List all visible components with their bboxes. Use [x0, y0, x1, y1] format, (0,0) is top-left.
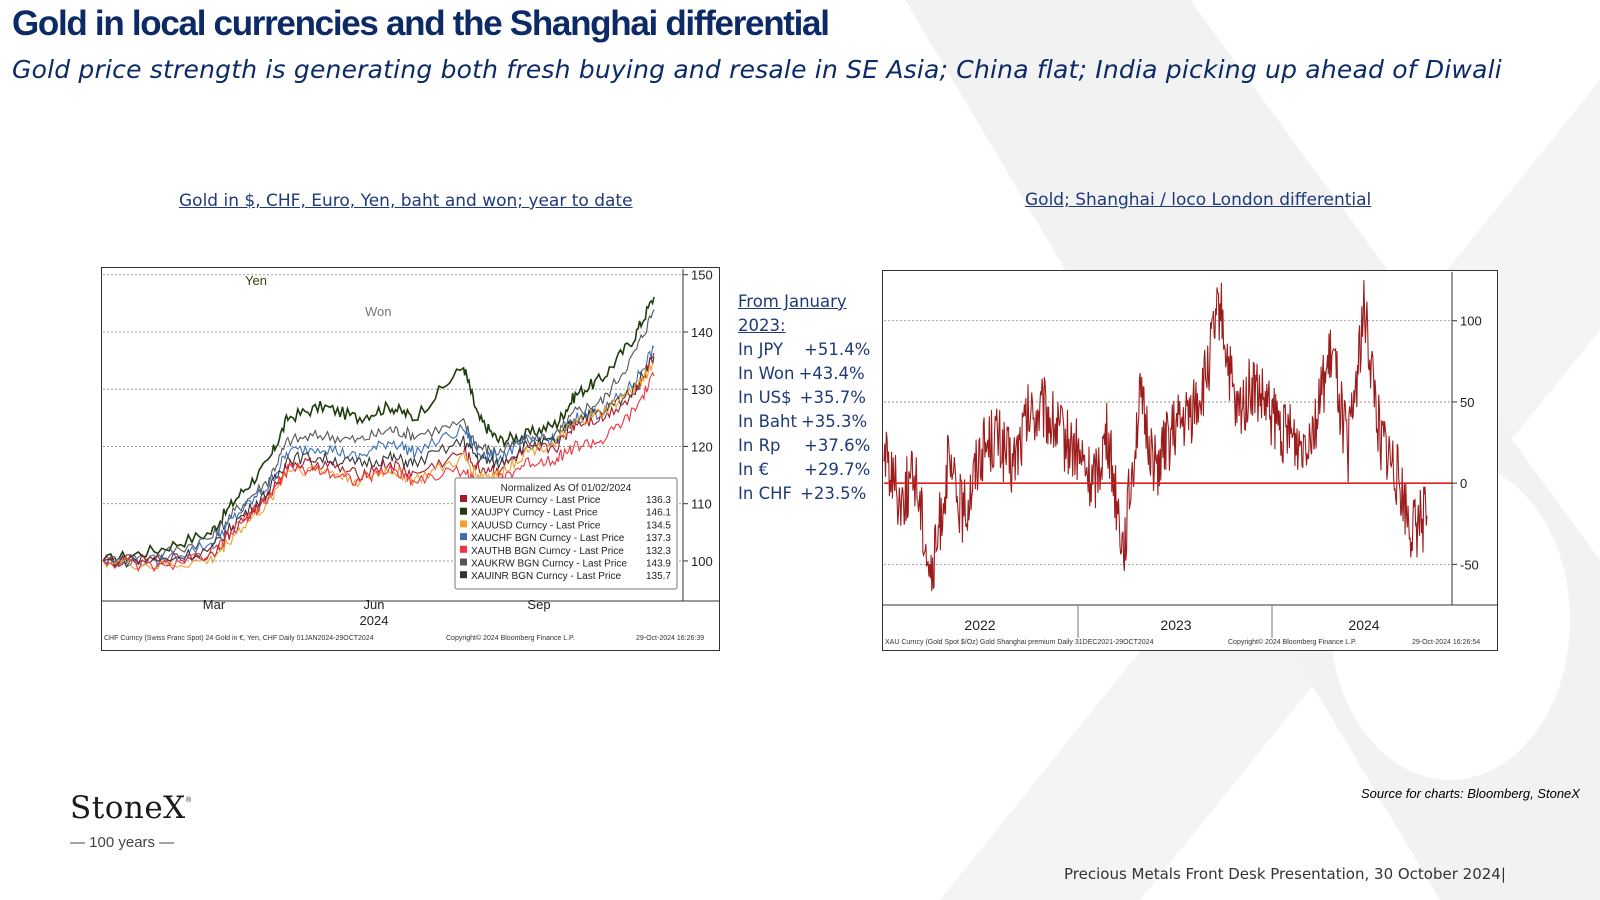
- chart-frame: [882, 270, 1498, 651]
- y-tick-label: 130: [691, 382, 713, 397]
- chart-footer-timestamp: 29-Oct-2024 16:26:39: [636, 635, 704, 642]
- series-line-xauthb: [102, 371, 655, 573]
- legend-entry-name: XAUINR BGN Curncy - Last Price: [471, 571, 621, 582]
- y-tick-label: -50: [1460, 557, 1479, 572]
- y-tick-label: 120: [691, 439, 713, 454]
- legend-entry-value: 136.3: [646, 495, 671, 506]
- presentation-footer: Precious Metals Front Desk Presentation,…: [1064, 865, 1506, 883]
- y-tick-label: 0: [1460, 476, 1467, 491]
- y-tick-label: 100: [691, 554, 713, 569]
- series-line-xauinr: [102, 356, 655, 569]
- chart-source: Source for charts: Bloomberg, StoneX: [1361, 786, 1580, 801]
- legend-entry-name: XAUJPY Curncy - Last Price: [471, 508, 598, 519]
- stat-value: +29.7%: [804, 460, 871, 479]
- stat-label: In €: [738, 460, 770, 479]
- legend-swatch: [460, 495, 467, 502]
- legend-swatch: [460, 520, 467, 528]
- shanghai-premium-chart: -50 0 50 100 2022 2023 2024 XAU Curncy (Gol…: [882, 270, 1498, 651]
- stats-header-line1: From January: [738, 292, 847, 311]
- legend-entry-value: 132.3: [646, 546, 671, 557]
- stat-label: In JPY: [738, 340, 784, 359]
- x-tick-label: 2024: [1348, 617, 1379, 633]
- legend-swatch: [460, 545, 467, 553]
- legend-swatch: [460, 507, 467, 515]
- legend-entry-value: 134.5: [646, 520, 671, 531]
- stonex-logo-tagline: — 100 years —: [70, 834, 175, 851]
- chart-footer-copyright: Copyright© 2024 Bloomberg Finance L.P.: [1228, 638, 1357, 646]
- x-tick-label: 2022: [964, 617, 995, 633]
- legend-entry-name: XAUTHB BGN Curncy - Last Price: [471, 546, 624, 557]
- legend-entry-value: 137.3: [646, 533, 671, 544]
- legend-entry-name: XAUKRW BGN Curncy - Last Price: [471, 559, 627, 570]
- stats-header-line2: 2023:: [738, 316, 786, 335]
- legend-entry-name: XAUUSD Curncy - Last Price: [471, 520, 601, 531]
- performance-stats: From January 2023: In JPY +51.4% In Won +4…: [738, 290, 870, 506]
- legend-title: Normalized As Of 01/02/2024: [501, 483, 632, 494]
- chart-footer-desc: XAU Curncy (Gold Spot $/Oz) Gold Shangha…: [885, 639, 1154, 646]
- x-tick-label: Mar: [203, 597, 226, 612]
- legend-entry-value: 143.9: [646, 559, 671, 570]
- left-chart-title: Gold in $, CHF, Euro, Yen, baht and won;…: [179, 191, 633, 211]
- x-tick-label: Sep: [527, 597, 550, 612]
- stonex-logo: StoneX: [70, 790, 186, 826]
- chart-legend: Normalized As Of 01/02/2024 XAUEUR Curnc…: [454, 477, 678, 590]
- stat-value: +35.7%: [799, 388, 866, 407]
- series-line-xaujpy: [102, 296, 655, 566]
- annotation-won: Won: [365, 304, 392, 319]
- legend-entry-name: XAUEUR Curncy - Last Price: [471, 495, 601, 506]
- legend-entry-name: XAUCHF BGN Curncy - Last Price: [471, 533, 625, 544]
- annotation-yen: Yen: [245, 273, 267, 288]
- stat-value: +23.5%: [800, 484, 867, 503]
- stat-row: In Rp +37.6%: [738, 434, 870, 458]
- chart-footer-copyright: Copyright© 2024 Bloomberg Finance L.P.: [446, 634, 575, 642]
- stat-label: In Baht: [738, 412, 797, 431]
- series-line-xauusd: [102, 362, 655, 570]
- legend-swatch: [460, 533, 467, 541]
- stat-row: In US$ +35.7%: [738, 386, 870, 410]
- chart-footer-desc: CHF Curncy (Swiss Franc Spot) 24 Gold in…: [104, 635, 374, 642]
- slide-subtitle: Gold price strength is generating both f…: [12, 55, 1502, 84]
- series-line-shanghai-premium: [883, 280, 1428, 592]
- stat-value: +51.4%: [804, 340, 871, 359]
- x-tick-label: 2023: [1160, 617, 1191, 633]
- y-tick-label: 140: [691, 325, 713, 340]
- legend-entry-value: 135.7: [646, 571, 671, 582]
- stat-row: In CHF +23.5%: [738, 482, 870, 506]
- stat-label: In Rp: [738, 436, 781, 455]
- x-tick-label: Jun: [364, 597, 385, 612]
- stat-value: +35.3%: [800, 412, 868, 431]
- right-chart-title: Gold; Shanghai / loco London differentia…: [1025, 190, 1372, 210]
- legend-swatch: [460, 571, 467, 579]
- stat-row: In JPY +51.4%: [738, 338, 870, 362]
- stat-label: In CHF: [738, 484, 792, 503]
- x-year-label: 2024: [360, 613, 389, 628]
- chart-footer-timestamp: 29-Oct-2024 16:26:54: [1412, 639, 1480, 646]
- slide-title: Gold in local currencies and the Shangha…: [12, 4, 830, 43]
- y-tick-label: 150: [691, 268, 713, 283]
- stat-value: +37.6%: [804, 436, 871, 455]
- stat-label: In US$: [738, 388, 792, 407]
- y-tick-label: 50: [1460, 395, 1474, 410]
- legend-entry-value: 146.1: [646, 508, 671, 519]
- stat-value: +43.4%: [798, 364, 865, 383]
- stat-label: In Won: [738, 364, 795, 383]
- y-tick-label: 100: [1460, 314, 1482, 329]
- legend-swatch: [460, 558, 467, 566]
- series-line-xaukrw: [102, 309, 655, 567]
- stat-row: In Won +43.4%: [738, 362, 870, 386]
- stat-row: In Baht +35.3%: [738, 410, 870, 434]
- stat-row: In € +29.7%: [738, 458, 870, 482]
- stonex-logo-trademark: ®: [186, 797, 192, 804]
- y-tick-label: 110: [691, 497, 712, 512]
